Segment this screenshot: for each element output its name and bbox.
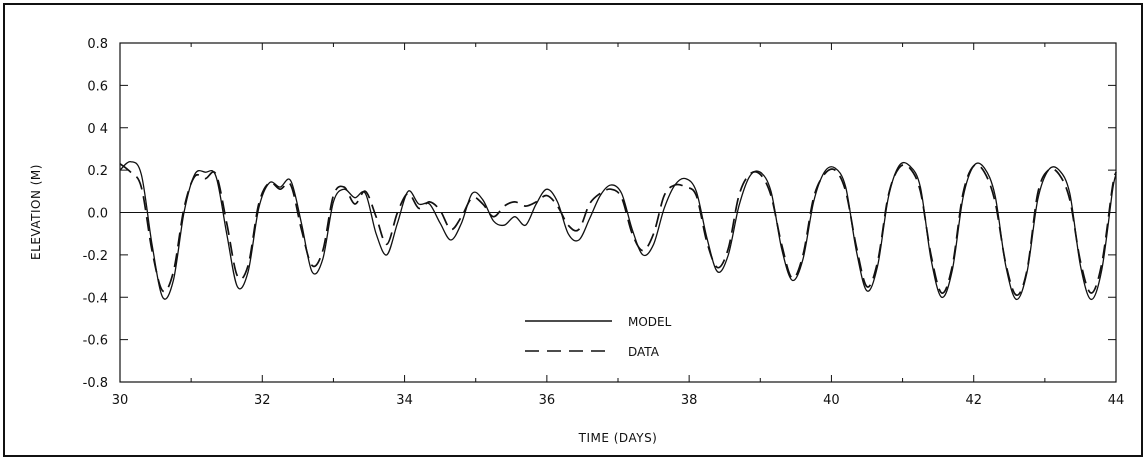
x-tick-label: 38 [681,393,698,408]
x-tick-label: 40 [823,393,840,408]
legend-label-model: MODEL [628,315,672,329]
y-tick-label: -0.6 [83,334,108,349]
x-tick-label: 42 [965,393,982,408]
y-tick-label: -0.8 [83,376,108,391]
x-axis-title: TIME (DAYS) [578,431,658,445]
x-tick-label: 32 [254,393,271,408]
x-tick-label: 34 [396,393,413,408]
y-tick-label: 0.8 [87,37,108,52]
y-axis-title: ELEVATION (M) [29,164,43,260]
y-tick-label: -0.2 [83,249,108,264]
y-tick-label: 0.6 [87,79,108,94]
series-layer [119,161,1117,301]
x-tick-label: 36 [539,393,556,408]
series-line-data [119,163,1117,296]
legend-label-data: DATA [628,345,660,359]
x-axis-ticks: 30 32 34 36 38 40 42 44 [112,43,1125,408]
y-tick-label: 0.0 [87,207,108,222]
x-tick-label: 44 [1108,393,1125,408]
y-tick-label: -0.4 [83,291,108,306]
legend: MODEL DATA [525,315,672,359]
y-axis-ticks: -0.8 -0.6 -0.4 -0.2 0.0 0.2 0 4 0.6 0.8 [83,37,1116,391]
x-tick-label: 30 [112,393,129,408]
figure-frame [3,3,1143,457]
y-tick-label: 0.2 [87,164,108,179]
y-tick-label: 0 4 [87,122,108,137]
